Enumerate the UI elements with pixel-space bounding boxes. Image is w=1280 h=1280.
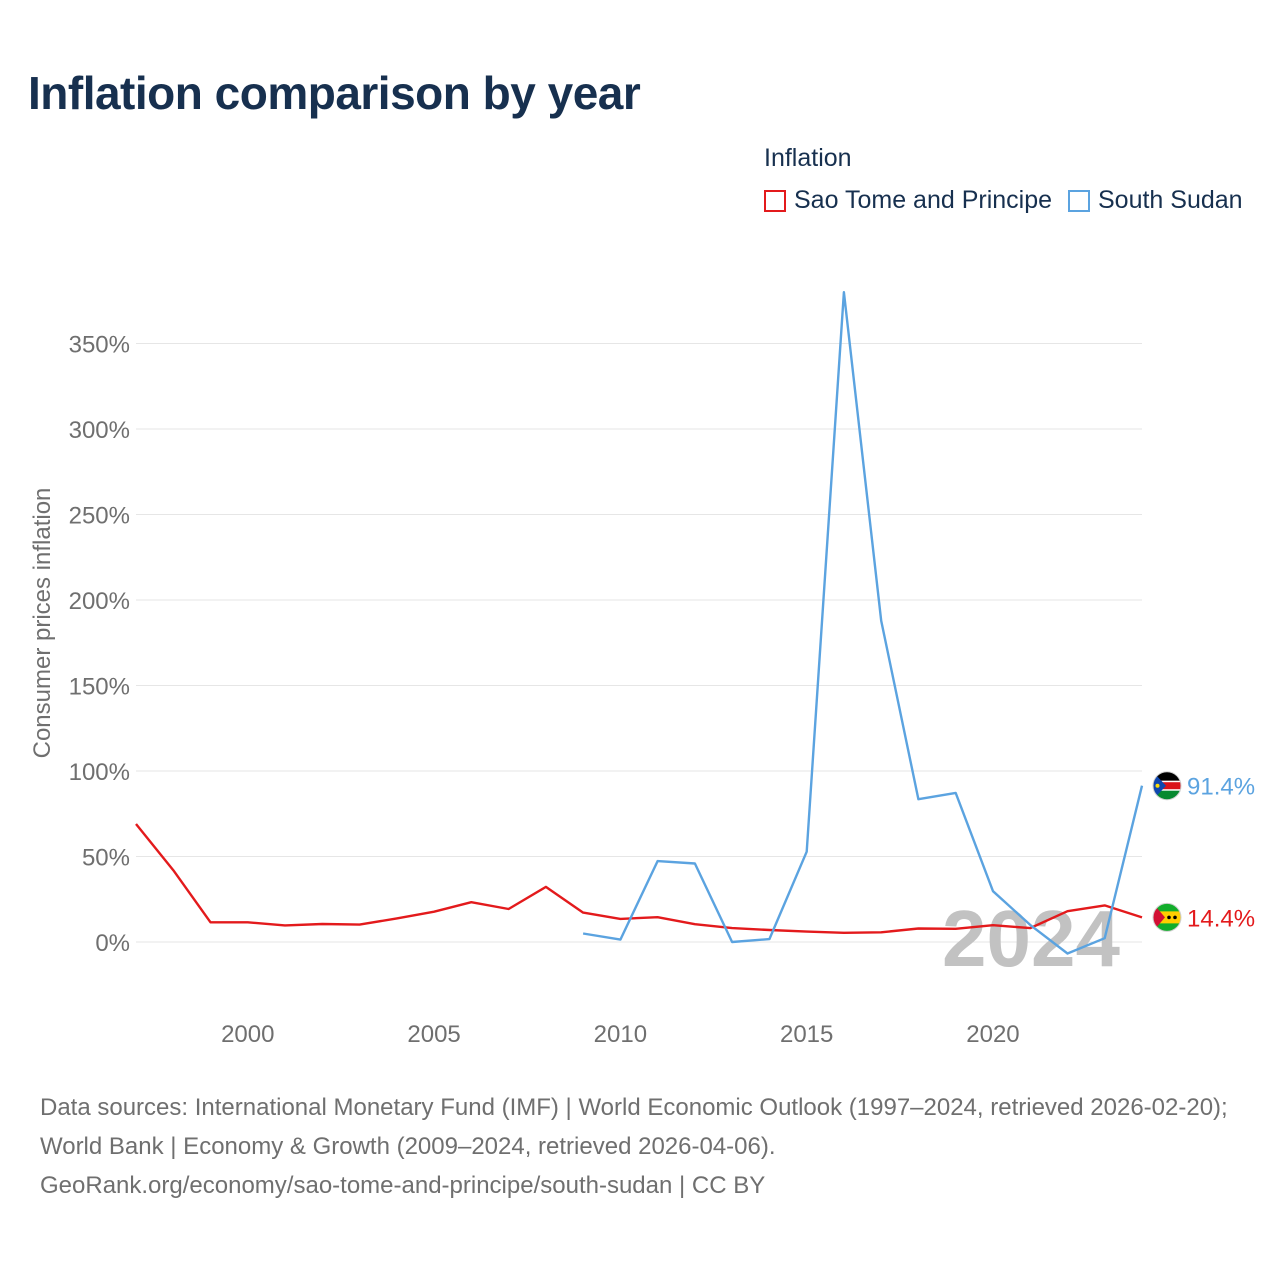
series-line-sao-tome-and-principe [135,823,1143,934]
data-point-south-sudan-2020 [990,889,995,894]
legend-swatch-south-sudan [1068,189,1090,212]
data-point-sao-tome-and-principe-1998 [171,868,176,873]
data-point-sao-tome-and-principe-2019 [953,926,958,931]
end-label-sao-tome-and-principe: 14.4% [1187,905,1255,932]
data-point-south-sudan-2019 [953,790,958,795]
line-chart: 0%50%100%150%200%250%300%350% 2000 2005 20… [29,290,1255,1048]
source-link-text[interactable]: GeoRank.org/economy/sao-tome-and-princip… [40,1172,766,1199]
data-point-south-sudan-2009 [581,931,586,936]
y-tick-label-350: 350% [69,332,130,359]
data-point-sao-tome-and-principe-2003 [357,922,362,927]
data-point-sao-tome-and-principe-2004 [394,916,399,921]
y-tick-label-200: 200% [69,588,130,615]
data-point-sao-tome-and-principe-1997 [134,822,139,827]
x-tick-label-2005: 2005 [407,1021,460,1048]
data-point-sao-tome-and-principe-2012 [692,922,697,927]
data-point-sao-tome-and-principe-2023 [1102,903,1107,908]
legend-label-sao-tome: Sao Tome and Principe [794,186,1053,214]
x-axis-ticks: 2000 2005 2010 2015 2020 [221,1021,1020,1048]
data-point-sao-tome-and-principe-2002 [320,922,325,927]
data-point-sao-tome-and-principe-2008 [543,884,548,889]
y-tick-label-250: 250% [69,503,130,530]
data-point-sao-tome-and-principe-2009 [581,910,586,915]
end-label-south-sudan: 91.4% [1187,774,1255,801]
data-point-sao-tome-and-principe-2011 [655,915,660,920]
data-point-south-sudan-2024 [1140,783,1145,788]
sao-tome-and-principe-flag-icon [1152,902,1182,932]
legend-swatch-sao-tome [764,189,786,212]
chart-title: Inflation comparison by year [28,67,641,119]
y-tick-label-300: 300% [69,417,130,444]
data-point-sao-tome-and-principe-2018 [916,926,921,931]
data-point-south-sudan-2011 [655,859,660,864]
data-point-south-sudan-2017 [879,618,884,623]
data-point-sao-tome-and-principe-2007 [506,906,511,911]
data-point-sao-tome-and-principe-2015 [804,929,809,934]
data-sources-text: Data sources: International Monetary Fun… [40,1094,1228,1160]
data-point-south-sudan-2015 [804,849,809,854]
year-watermark: 2024 [942,894,1120,983]
footer: Data sources: International Monetary Fun… [40,1088,1250,1205]
x-tick-label-2000: 2000 [221,1021,274,1048]
data-point-south-sudan-2013 [730,940,735,945]
data-point-south-sudan-2021 [1028,922,1033,927]
data-point-south-sudan-2018 [916,797,921,802]
south-sudan-flag-icon [1152,771,1182,801]
x-tick-label-2020: 2020 [966,1021,1019,1048]
y-tick-label-0: 0% [95,930,130,957]
data-point-sao-tome-and-principe-2016 [841,930,846,935]
x-tick-label-2015: 2015 [780,1021,833,1048]
data-point-sao-tome-and-principe-2001 [283,923,288,928]
x-tick-label-2010: 2010 [594,1021,647,1048]
legend-item-south-sudan[interactable]: South Sudan [1068,186,1243,215]
data-point-sao-tome-and-principe-1999 [208,920,213,925]
legend-label-south-sudan: South Sudan [1098,186,1243,214]
data-point-sao-tome-and-principe-2017 [879,930,884,935]
data-point-sao-tome-and-principe-2006 [469,900,474,905]
data-point-sao-tome-and-principe-2024 [1140,915,1145,920]
data-point-sao-tome-and-principe-2000 [245,920,250,925]
legend-item-sao-tome[interactable]: Sao Tome and Principe [764,186,1052,215]
y-tick-label-150: 150% [69,674,130,701]
legend-heading: Inflation [764,144,852,172]
data-point-south-sudan-2016 [841,290,846,295]
data-point-sao-tome-and-principe-2013 [730,926,735,931]
y-axis-label: Consumer prices inflation [29,488,56,759]
series-lines [134,290,1145,956]
grid-lines [136,343,1142,943]
series-end-markers: 14.4% 91.4% [1152,771,1255,932]
series-line-south-sudan [582,291,1144,955]
data-point-sao-tome-and-principe-2014 [767,928,772,933]
data-point-sao-tome-and-principe-2020 [990,923,995,928]
data-point-south-sudan-2012 [692,861,697,866]
data-point-sao-tome-and-principe-2005 [432,909,437,914]
y-tick-label-50: 50% [82,845,130,872]
data-point-sao-tome-and-principe-2022 [1065,909,1070,914]
data-point-south-sudan-2010 [618,937,623,942]
data-point-south-sudan-2022 [1065,951,1070,956]
data-point-south-sudan-2014 [767,937,772,942]
data-point-sao-tome-and-principe-2010 [618,916,623,921]
y-axis-ticks: 0% 50% 100% 150% 200% 250% 300% 350% [69,332,130,958]
y-tick-label-100: 100% [69,759,130,786]
data-point-south-sudan-2023 [1102,936,1107,941]
